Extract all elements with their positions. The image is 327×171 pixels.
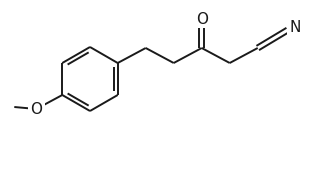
Text: O: O: [30, 102, 42, 116]
Text: O: O: [196, 11, 208, 27]
Text: N: N: [289, 19, 301, 35]
